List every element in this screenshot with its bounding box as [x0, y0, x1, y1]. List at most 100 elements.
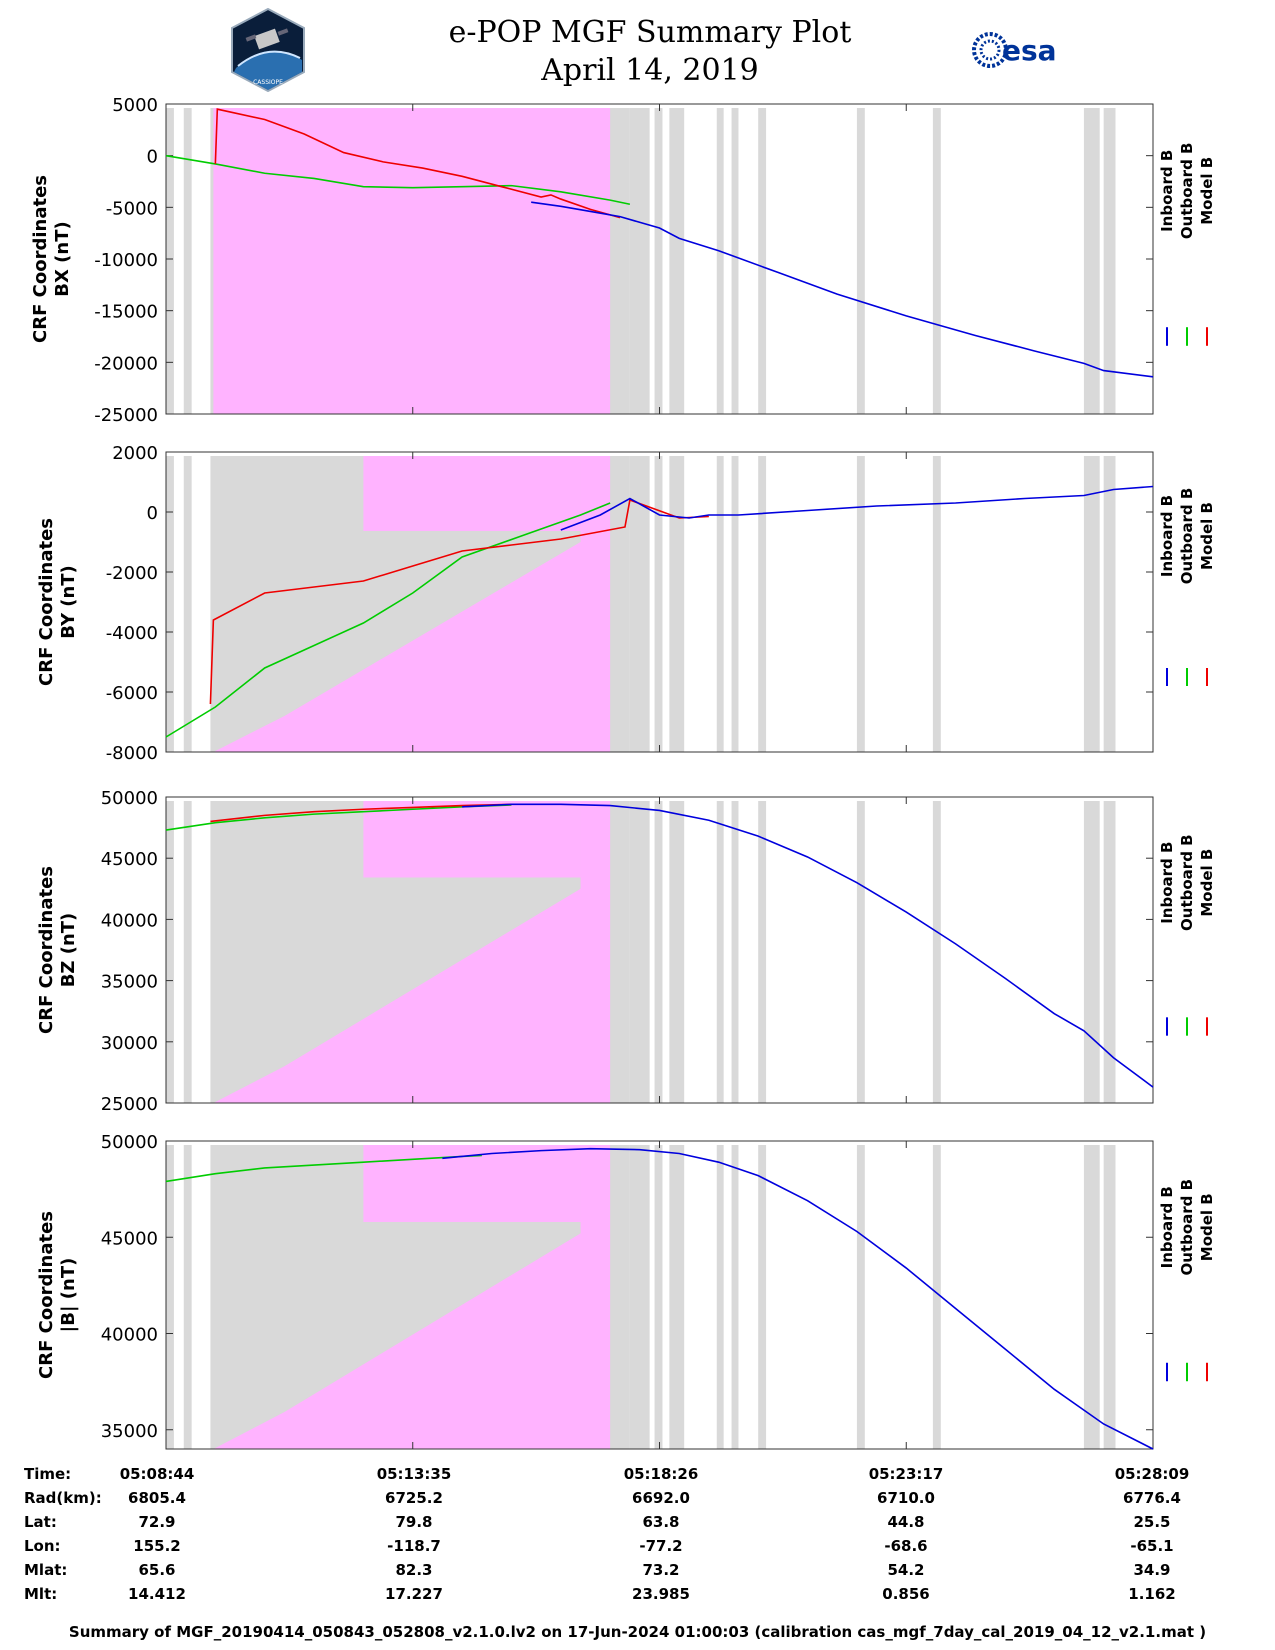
info-value: 0.856: [882, 1585, 930, 1603]
info-value: 6805.4: [128, 1489, 186, 1507]
gap-region: [654, 108, 663, 414]
cassiope-logo: CASSIOPE: [231, 8, 305, 92]
info-value: 63.8: [642, 1513, 680, 1531]
info-value: -118.7: [387, 1537, 441, 1555]
title-line-1: e-POP MGF Summary Plot: [448, 15, 852, 50]
series-line-outboard-b: [165, 154, 631, 206]
highlight-region: [213, 108, 611, 414]
info-value: 44.8: [887, 1513, 925, 1531]
gap-region: [856, 456, 865, 752]
y-axis-label: CRF CoordinatesBY (nT): [36, 518, 79, 686]
gap-region: [1083, 1145, 1100, 1449]
legend-label: Model B: [1198, 849, 1216, 917]
legend-label: Model B: [1198, 502, 1216, 570]
y-tick-label: 45000: [101, 849, 158, 870]
footer-caption: Summary of MGF_20190414_050843_052808_v2…: [68, 1623, 1207, 1641]
gap-region: [1103, 1145, 1116, 1449]
highlight-region: [213, 456, 611, 752]
gap-region: [856, 1145, 865, 1449]
y-tick-label: -5000: [106, 198, 158, 219]
legend-label: Inboard B: [1158, 495, 1176, 577]
series-line-model-b: [210, 803, 512, 823]
info-value: -65.1: [1130, 1537, 1174, 1555]
info-value: 82.3: [395, 1561, 433, 1579]
gap-region: [1103, 108, 1116, 414]
info-value: 05:18:26: [623, 1465, 699, 1483]
gap-region: [1083, 456, 1100, 752]
series-line-model-b: [209, 498, 709, 705]
y-tick-label: -8000: [106, 743, 158, 764]
y-axis-label: CRF CoordinatesBZ (nT): [36, 866, 79, 1034]
gap-region: [758, 1145, 767, 1449]
info-value: 79.8: [395, 1513, 433, 1531]
y-tick-label: 30000: [101, 1033, 158, 1054]
gap-region: [731, 456, 739, 752]
y-tick-label: 40000: [101, 1325, 158, 1346]
y-tick-label: -6000: [106, 683, 158, 704]
gap-region: [856, 801, 865, 1103]
gap-region: [716, 456, 724, 752]
gap-region: [731, 108, 739, 414]
info-value: 72.9: [138, 1513, 176, 1531]
gap-region: [166, 456, 174, 752]
gap-region: [183, 456, 192, 752]
gap-region: [716, 1145, 724, 1449]
gap-region: [716, 801, 724, 1103]
info-value: -68.6: [884, 1537, 928, 1555]
legend-label: Model B: [1198, 1193, 1216, 1261]
chart-panel-2: 2000 0 -2000 -4000 -6000 -8000 CRF Coordinates…: [36, 443, 1216, 764]
gap-region: [183, 1145, 192, 1449]
info-row: Lon: 155.2 -118.7 -77.2 -68.6 -65.1: [0, 1537, 1275, 1559]
highlight-region: [213, 1145, 611, 1449]
y-axis-label-line1: CRF Coordinates: [30, 175, 51, 343]
info-row: Mlat: 65.6 82.3 73.2 54.2 34.9: [0, 1561, 1275, 1583]
highlight-region: [363, 1145, 581, 1222]
gap-region: [731, 1145, 739, 1449]
esa-logo: esa: [972, 32, 1057, 68]
gap-region: [932, 108, 941, 414]
gap-region: [932, 456, 941, 752]
info-label: Time:: [24, 1465, 72, 1483]
gap-region: [654, 801, 663, 1103]
info-label: Lat:: [24, 1513, 57, 1531]
y-tick-label: 35000: [101, 1421, 158, 1442]
legend-label: Inboard B: [1158, 1186, 1176, 1268]
gap-region: [629, 1145, 650, 1449]
info-value: 05:13:35: [376, 1465, 452, 1483]
info-value: 34.9: [1133, 1561, 1171, 1579]
y-axis-label-line1: CRF Coordinates: [36, 1211, 57, 1379]
y-axis-label-line1: CRF Coordinates: [36, 518, 57, 686]
info-value: 6776.4: [1123, 1489, 1181, 1507]
gap-region: [629, 801, 650, 1103]
series-line-inboard-b: [560, 485, 1154, 531]
gap-region: [758, 801, 767, 1103]
gap-region: [654, 456, 663, 752]
info-value: 05:08:44: [119, 1465, 195, 1483]
gap-region: [932, 1145, 941, 1449]
info-row: Time: 05:08:44 05:13:35 05:18:26 05:23:17 05:…: [0, 1465, 1275, 1487]
series-line-outboard-b: [165, 804, 512, 831]
legend-label: Outboard B: [1178, 834, 1196, 931]
chart-panel-3: 50000 45000 40000 35000 30000 25000 CRF Coordi…: [36, 788, 1216, 1115]
gap-region: [669, 801, 685, 1103]
legend-label: Inboard B: [1158, 150, 1176, 232]
info-row: Rad(km): 6805.4 6725.2 6692.0 6710.0 6776.4: [0, 1489, 1275, 1511]
chart-panel-4: 50000 45000 40000 35000 CRF Coordinates|B| (…: [36, 1132, 1216, 1450]
page-title: e-POP MGF Summary Plot April 14, 2019: [340, 14, 960, 90]
gap-region: [166, 1145, 174, 1449]
info-value: 6710.0: [877, 1489, 935, 1507]
y-axis-label-line2: BZ (nT): [58, 913, 79, 988]
y-axis-label: CRF CoordinatesBX (nT): [30, 175, 73, 343]
gap-region: [166, 801, 174, 1103]
y-tick-label: -25000: [94, 405, 158, 426]
y-tick-label: 50000: [101, 1132, 158, 1153]
info-value: 6725.2: [385, 1489, 443, 1507]
y-tick-label: 2000: [112, 443, 158, 464]
gap-region: [669, 108, 685, 414]
y-tick-label: -15000: [94, 302, 158, 323]
highlight-region: [213, 801, 611, 1103]
info-value: 23.985: [632, 1585, 690, 1603]
y-axis-label-line1: CRF Coordinates: [36, 866, 57, 1034]
info-value: 54.2: [887, 1561, 925, 1579]
